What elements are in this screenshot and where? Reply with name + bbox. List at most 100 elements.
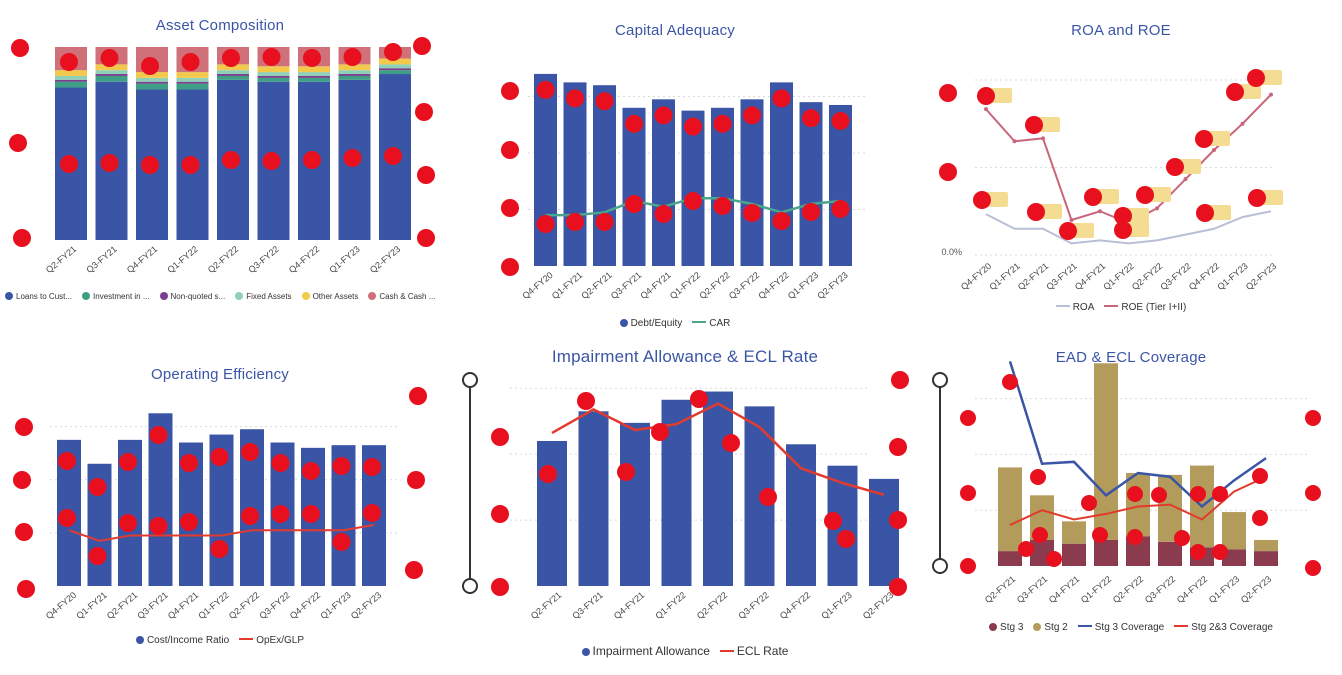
redaction-dot: [772, 89, 791, 108]
x-tick-label: Q2-FY22: [1111, 574, 1145, 605]
bar: [770, 82, 793, 266]
legend-label: Impairment Allowance: [592, 644, 710, 658]
bar-segment: [338, 64, 371, 71]
redaction-dot: [271, 505, 290, 523]
bar: [681, 110, 705, 266]
redaction-dot: [303, 151, 321, 169]
x-tick-label: Q1-FY21: [987, 261, 1021, 292]
roe-point: [1212, 148, 1216, 152]
x-tick-label: Q3-FY21: [609, 270, 643, 301]
asset-composition-chart: Q2-FY21 Q3-FY21 Q4-FY21 Q1-FY22 Q2-FY22 Q3-FY…: [9, 37, 435, 275]
legend-item[interactable]: Cost/Income Ratio: [135, 635, 229, 646]
legend-label: ROA: [1072, 302, 1095, 313]
redaction-dot: [15, 418, 33, 436]
bar: [799, 102, 823, 267]
redaction-dot: [60, 53, 78, 71]
redaction-dot: [1195, 130, 1213, 148]
redaction-dot: [536, 215, 555, 233]
redaction-dot: [15, 523, 33, 541]
chart-title: ROA and ROE: [1071, 22, 1171, 39]
redaction-dot: [180, 454, 198, 472]
bar-stg3: [998, 551, 1022, 566]
redaction-dot: [1114, 207, 1132, 225]
redaction-dot: [617, 463, 635, 481]
legend-item[interactable]: ROE (Tier I+II): [1104, 302, 1186, 313]
x-tick-label: Q1-FY22: [1101, 261, 1135, 292]
legend-item[interactable]: ECL Rate: [719, 644, 788, 658]
redaction-dot: [149, 517, 168, 535]
legend-item[interactable]: Non-quoted s...: [159, 292, 226, 301]
x-tick-label: Q1-FY22: [1079, 574, 1113, 605]
redaction-dot: [837, 530, 855, 548]
redaction-dot: [180, 513, 198, 531]
redaction-dot: [409, 387, 427, 405]
legend-item[interactable]: ROA: [1055, 302, 1095, 313]
bar: [869, 478, 899, 586]
bar-segment: [55, 75, 87, 80]
roe-point: [1269, 92, 1273, 97]
y-tick-label: 0.0%: [941, 247, 962, 257]
bar-segment: [257, 75, 290, 78]
redaction-dot: [1002, 374, 1018, 390]
roe-point: [1041, 136, 1045, 141]
bar: [578, 411, 609, 586]
x-tick-label: Q2-FY21: [983, 574, 1017, 605]
legend-item[interactable]: Stg 2: [1033, 622, 1068, 633]
legend-item[interactable]: Investment in ...: [82, 292, 150, 301]
legend-item[interactable]: Other Assets: [301, 292, 358, 301]
legend-swatch: [692, 321, 707, 323]
legend-item[interactable]: Loans to Cust...: [5, 292, 72, 301]
legend-item[interactable]: Cash & Cash ...: [368, 292, 435, 301]
bar-segment: [55, 81, 87, 88]
x-tick-label: Q1-FY22: [165, 244, 199, 275]
bar-segment: [338, 70, 371, 75]
redaction-dot: [1046, 551, 1062, 567]
bar-segment: [136, 72, 168, 78]
chart-title: Asset Composition: [155, 17, 285, 34]
legend-item[interactable]: Fixed Assets: [235, 292, 292, 301]
legend-item[interactable]: Stg 2&3 Coverage: [1174, 622, 1273, 633]
bar-segment: [217, 70, 249, 75]
chart-legend: ROA ROE (Tier I+II): [900, 302, 1342, 313]
chart-legend: Cost/Income Ratio OpEx/GLP: [0, 635, 440, 646]
legend-swatch: [368, 292, 377, 300]
redaction-dot: [181, 156, 200, 174]
bar-segment: [95, 75, 128, 82]
legend-label: ROE (Tier I+II): [1121, 302, 1187, 313]
bar-stg2: [1222, 512, 1246, 550]
roe-point: [1098, 209, 1102, 214]
redaction-dot: [1127, 529, 1143, 545]
redaction-dot: [889, 578, 907, 596]
chart-legend: Debt/Equity CAR: [450, 318, 900, 329]
bar-stg2: [1254, 539, 1278, 552]
bar-segment: [338, 75, 371, 80]
x-tick-label: Q1-FY22: [668, 270, 702, 301]
roa-roe-panel: ROA and ROE 0.0% Q4-FY20 Q1-FY21 Q2-FY21 Q3-…: [900, 0, 1342, 320]
bar-segment: [217, 75, 249, 80]
x-tick-label: Q2-FY22: [697, 270, 731, 301]
redaction-dot: [491, 428, 509, 446]
legend-item[interactable]: Impairment Allowance: [581, 644, 710, 658]
redaction-dot: [759, 488, 777, 506]
legend-item[interactable]: Stg 3: [989, 622, 1023, 633]
chart-legend: Stg 3 Stg 2 Stg 3 Coverage Stg 2&3 Coverage: [920, 622, 1342, 633]
legend-swatch: [619, 319, 628, 327]
redaction-dot: [222, 151, 240, 169]
x-tick-label: Q1-FY23: [819, 590, 853, 621]
x-tick-label: Q3-FY22: [1143, 574, 1177, 605]
x-tick-label: Q2-FY22: [1130, 261, 1164, 292]
x-tick-label: Q3-FY22: [246, 244, 280, 275]
x-tick-label: Q3-FY22: [736, 590, 770, 621]
legend-item[interactable]: Stg 3 Coverage: [1077, 622, 1164, 633]
redaction-dot: [713, 197, 732, 215]
legend-label: Non-quoted s...: [170, 292, 226, 301]
legend-item[interactable]: Debt/Equity: [619, 318, 682, 329]
redaction-dot: [722, 434, 740, 452]
legend-item[interactable]: CAR: [692, 318, 730, 329]
scroll-handle-top: [462, 372, 478, 388]
redaction-dot: [802, 109, 820, 128]
legend-item[interactable]: OpEx/GLP: [239, 635, 304, 646]
x-tick-label: Q4-FY22: [778, 590, 812, 621]
x-tick-label: Q4-FY20: [959, 261, 993, 292]
redaction-dot: [654, 205, 673, 223]
